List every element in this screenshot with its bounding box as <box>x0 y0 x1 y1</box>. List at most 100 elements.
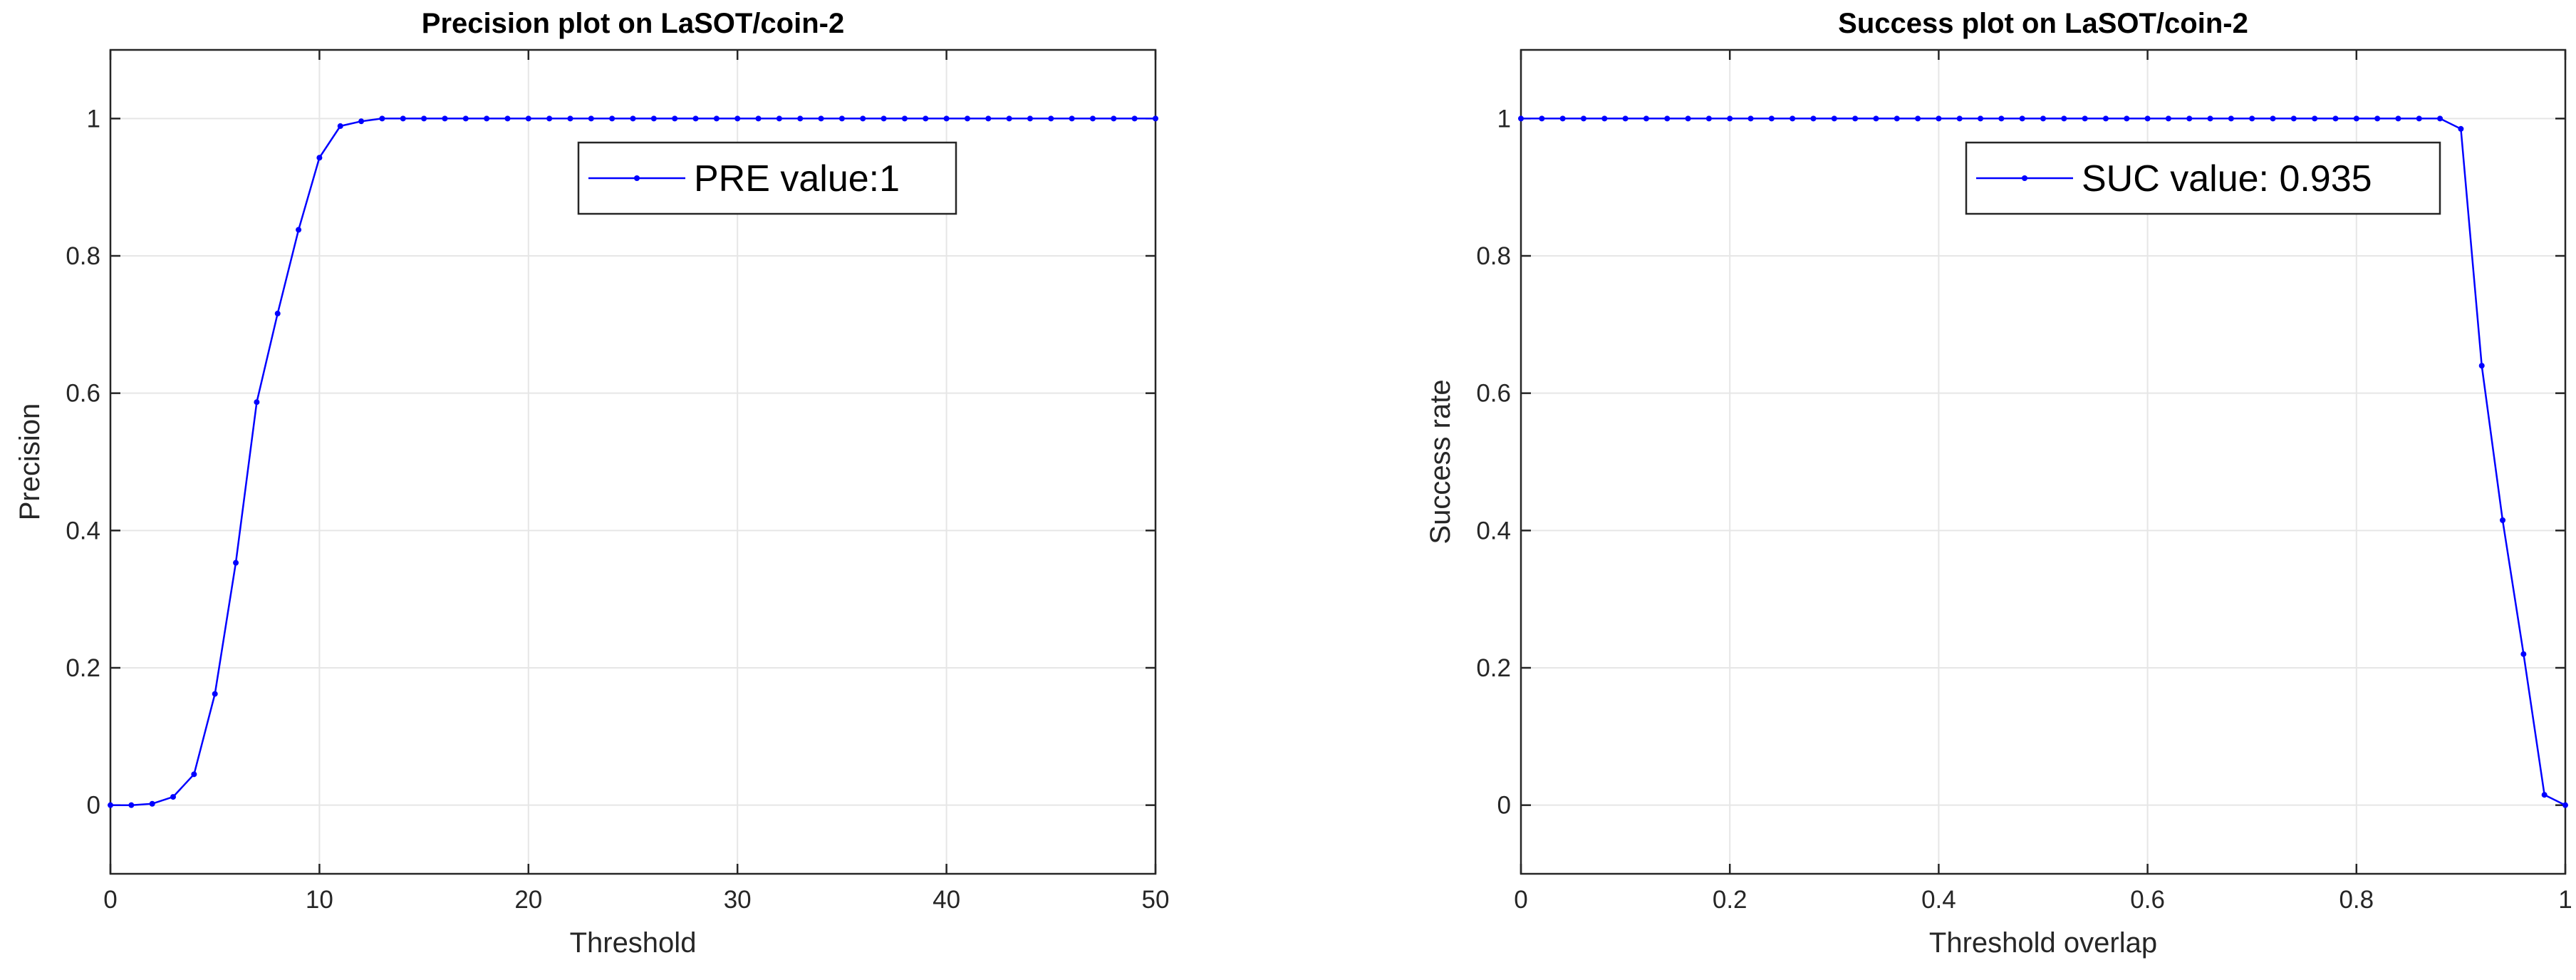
x-tick-label: 50 <box>1142 886 1170 914</box>
data-point <box>1111 115 1117 122</box>
data-point <box>1727 115 1733 122</box>
data-point <box>504 115 511 122</box>
x-tick-label: 0.8 <box>2339 886 2374 914</box>
legend-box <box>1965 141 2441 215</box>
data-point <box>1601 115 1608 122</box>
x-tick-label: 0 <box>103 886 117 914</box>
data-point <box>1790 115 1796 122</box>
y-tick-label: 0.2 <box>1476 654 1511 682</box>
data-point <box>1131 115 1138 122</box>
y-tick-label: 0.2 <box>66 654 100 682</box>
data-point <box>713 115 720 122</box>
y-tick-label: 0.6 <box>66 380 100 408</box>
x-tick-label: 20 <box>514 886 542 914</box>
data-point <box>1978 115 1984 122</box>
data-point <box>484 115 490 122</box>
data-point <box>1518 115 1524 122</box>
legend-label: PRE value:1 <box>694 158 900 200</box>
data-point <box>2458 125 2464 132</box>
data-point <box>797 115 804 122</box>
precision-chart: 0 10 20 30 40 50 0 0.2 0.4 0.6 0.8 1 Precision plot … <box>14 8 1169 959</box>
data-point <box>2249 115 2255 122</box>
data-point <box>1936 115 1942 122</box>
data-point <box>943 115 950 122</box>
data-point <box>2102 115 2109 122</box>
chart-title: Precision plot on LaSOT/coin-2 <box>422 8 844 39</box>
data-point <box>1048 115 1054 122</box>
data-point <box>2332 115 2339 122</box>
y-tick-label: 0 <box>1497 792 1511 820</box>
data-point <box>1664 115 1671 122</box>
data-point <box>2478 363 2485 369</box>
data-point <box>1089 115 1096 122</box>
y-tick-label: 1 <box>1497 105 1511 133</box>
data-point <box>296 227 302 233</box>
legend-label: SUC value: 0.935 <box>2082 158 2372 200</box>
data-point <box>2416 115 2422 122</box>
data-point <box>254 399 260 406</box>
data-point <box>881 115 887 122</box>
data-point <box>1685 115 1691 122</box>
data-point <box>2124 115 2130 122</box>
data-point <box>588 115 594 122</box>
data-point <box>567 115 573 122</box>
data-point <box>1747 115 1754 122</box>
data-point <box>1956 115 1963 122</box>
data-point <box>2374 115 2381 122</box>
data-point <box>2353 115 2359 122</box>
data-point <box>2437 115 2443 122</box>
x-tick-label: 10 <box>306 886 333 914</box>
data-point <box>1027 115 1033 122</box>
data-point <box>1831 115 1837 122</box>
x-tick-label: 0.2 <box>1713 886 1747 914</box>
y-tick-label: 0.6 <box>1476 380 1511 408</box>
data-point <box>337 123 343 129</box>
data-point <box>462 115 469 122</box>
data-point <box>985 115 992 122</box>
data-point <box>734 115 741 122</box>
data-point <box>1810 115 1817 122</box>
x-tick-label: 30 <box>724 886 752 914</box>
data-point <box>1768 115 1775 122</box>
data-point <box>191 771 197 778</box>
data-point <box>2312 115 2318 122</box>
data-point <box>2061 115 2067 122</box>
data-point <box>442 115 448 122</box>
data-point <box>776 115 782 122</box>
legend-marker <box>2022 175 2027 181</box>
y-tick-label: 0.8 <box>1476 242 1511 270</box>
data-point <box>2019 115 2025 122</box>
data-point <box>1852 115 1859 122</box>
data-point <box>1643 115 1649 122</box>
x-tick-label: 40 <box>933 886 960 914</box>
data-point <box>818 115 824 122</box>
data-point <box>274 310 281 316</box>
data-point <box>2541 792 2548 798</box>
data-point <box>316 155 323 161</box>
y-axis-label: Success rate <box>1425 379 1456 544</box>
data-point <box>1894 115 1900 122</box>
data-point <box>2500 517 2506 523</box>
data-point <box>128 802 135 808</box>
data-point <box>108 802 113 808</box>
data-point <box>525 115 531 122</box>
y-tick-label: 0.4 <box>1476 517 1511 545</box>
x-axis-label: Threshold <box>570 927 697 959</box>
success-chart: 0 0.2 0.4 0.6 0.8 1 0 0.2 0.4 0.6 0.8 1 Success plot… <box>1425 8 2572 959</box>
data-point <box>2290 115 2297 122</box>
data-point <box>838 115 845 122</box>
data-point <box>1998 115 2005 122</box>
data-point <box>358 118 365 125</box>
data-point <box>2270 115 2276 122</box>
data-point <box>2186 115 2193 122</box>
data-point <box>650 115 657 122</box>
data-point <box>2207 115 2213 122</box>
data-point <box>2144 115 2151 122</box>
x-tick-label: 1 <box>2558 886 2572 914</box>
data-point <box>233 559 239 566</box>
data-point <box>2082 115 2088 122</box>
axes-box <box>1520 48 2567 875</box>
axes-box <box>109 48 1157 875</box>
y-tick-label: 0.8 <box>66 242 100 270</box>
data-point <box>546 115 553 122</box>
